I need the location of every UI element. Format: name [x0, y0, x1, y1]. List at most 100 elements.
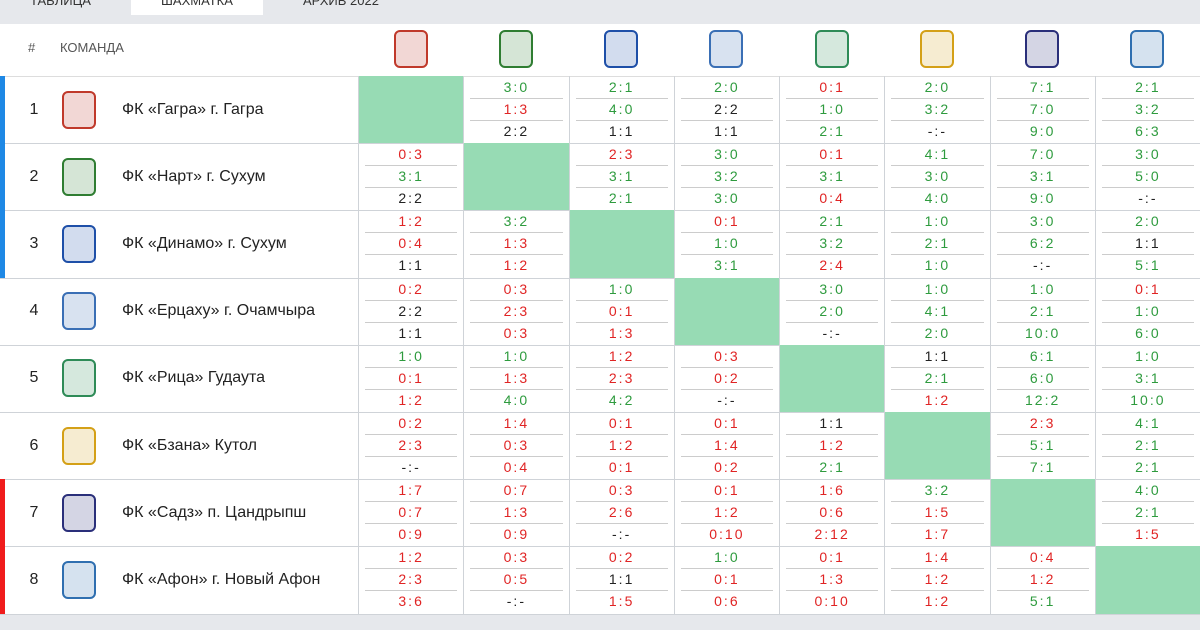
score: 1:3 — [470, 233, 563, 256]
score: 1:2 — [891, 569, 984, 592]
score: 1:5 — [891, 502, 984, 525]
score: 4:1 — [891, 301, 984, 323]
score: 1:2 — [680, 502, 773, 525]
tab[interactable]: Таблица — [30, 0, 91, 8]
team-logo — [62, 426, 96, 465]
score: 2:1 — [819, 459, 845, 475]
score: 1:1 — [786, 413, 879, 435]
score: 2:6 — [575, 502, 668, 525]
score: 3:0 — [714, 190, 740, 207]
team-logo — [62, 560, 96, 599]
score: 10:0 — [1130, 391, 1166, 408]
result-cell: 0:1 1:3 0:10 — [779, 546, 884, 614]
score: 3:0 — [786, 279, 879, 301]
score: 0:4 — [503, 459, 530, 475]
score: 2:0 — [891, 77, 984, 99]
result-cell: 0:3 2:3 0:3 — [463, 277, 568, 345]
result-cell: 0:1 1:0 3:1 — [673, 210, 779, 278]
score: 1:2 — [575, 346, 668, 368]
result-cell: 0:1 1:2 0:10 — [673, 479, 779, 547]
score: 0:6 — [714, 593, 740, 610]
table-row: 5 ФК «Рица» Гудаута 1:0 0:1 1:2 1:0 1:3 4:0 1:2 2… — [0, 344, 1200, 413]
result-cell: 1:1 2:1 1:2 — [884, 344, 989, 412]
score: 1:2 — [924, 593, 951, 610]
score: 2:0 — [924, 324, 951, 341]
result-cell: 0:3 0:5 -:- — [463, 546, 568, 614]
score: 9:0 — [1029, 123, 1056, 139]
score: 3:0 — [470, 77, 563, 99]
score: 1:0 — [1101, 346, 1194, 368]
score: 0:3 — [470, 547, 563, 570]
result-cell: 0:4 1:2 5:1 — [989, 546, 1095, 614]
rank: 8 — [29, 570, 39, 588]
result-cell: 1:2 2:3 4:2 — [568, 344, 674, 412]
score: 3:6 — [398, 593, 424, 610]
result-cell: 2:1 3:2 6:3 — [1094, 76, 1200, 144]
score: 0:1 — [786, 77, 879, 99]
score: 1:0 — [891, 211, 984, 234]
score: 0:6 — [786, 502, 879, 525]
score: 2:1 — [608, 190, 635, 207]
team-logo — [62, 90, 96, 129]
rank: 1 — [29, 100, 39, 118]
score: 0:1 — [680, 480, 773, 503]
zone-marker — [0, 479, 5, 547]
score: 5:1 — [1029, 593, 1056, 610]
score: 0:5 — [470, 569, 563, 592]
team-name: ФК «Бзана» Кутол — [122, 436, 257, 454]
score: 1:0 — [680, 233, 773, 256]
tab[interactable]: Шахматка — [131, 0, 263, 15]
score: 1:5 — [1135, 526, 1161, 543]
result-cell: 0:1 3:1 0:4 — [779, 143, 884, 211]
result-cell: 2:1 4:0 1:1 — [568, 76, 674, 144]
tab[interactable]: Архив 2022 — [303, 0, 379, 8]
score: 1:2 — [786, 435, 879, 457]
score: 0:3 — [503, 324, 530, 341]
tab-bar: Таблица Шахматка Архив 2022 — [0, 0, 1200, 24]
score: 1:7 — [924, 526, 951, 543]
zone-marker — [0, 143, 5, 211]
team-name: ФК «Гагра» г. Гагра — [122, 100, 264, 118]
score: 2:12 — [814, 526, 850, 543]
score: 2:1 — [575, 77, 668, 99]
result-cell: 2:0 2:2 1:1 — [673, 76, 779, 144]
team-logo — [393, 30, 428, 68]
table-row: 7 ФК «Садз» п. Цандрыпш 1:7 0:7 0:9 0:7 1:3 0:9… — [0, 479, 1200, 548]
score: 5:1 — [996, 435, 1089, 457]
score: -:- — [612, 526, 632, 543]
score: 1:6 — [786, 480, 879, 503]
team-logo — [919, 30, 954, 68]
team-logo — [604, 30, 639, 68]
team-logo — [62, 493, 96, 532]
result-cell: 0:1 1:0 6:0 — [1094, 277, 1200, 345]
score: 3:2 — [891, 480, 984, 503]
score: -:- — [717, 391, 737, 408]
self-cell — [989, 479, 1095, 547]
team-logo — [498, 30, 533, 68]
score: 2:1 — [891, 233, 984, 256]
result-cell: 1:2 2:3 3:6 — [358, 546, 463, 614]
team-logo — [62, 157, 96, 196]
self-cell — [568, 210, 674, 278]
score: 1:2 — [996, 569, 1089, 592]
score: 1:1 — [608, 123, 635, 139]
result-cell: 4:1 2:1 2:1 — [1094, 412, 1200, 480]
team-logo — [814, 30, 849, 68]
score: 3:0 — [996, 211, 1089, 234]
score: 3:2 — [891, 99, 984, 121]
self-cell — [358, 76, 464, 144]
score: 3:2 — [786, 233, 879, 256]
self-cell — [884, 412, 990, 480]
score: 7:0 — [996, 144, 1089, 167]
score: 3:0 — [680, 144, 773, 167]
score: 2:3 — [365, 569, 458, 592]
score: 1:2 — [365, 211, 458, 234]
team-name: ФК «Афон» г. Новый Афон — [122, 570, 321, 588]
score: 2:1 — [891, 368, 984, 390]
score: 2:1 — [1101, 502, 1194, 525]
score: 3:1 — [575, 166, 668, 189]
score: 0:4 — [819, 190, 845, 207]
score: 1:0 — [470, 346, 563, 368]
score: 4:1 — [1101, 413, 1194, 435]
rank: 2 — [29, 167, 39, 185]
